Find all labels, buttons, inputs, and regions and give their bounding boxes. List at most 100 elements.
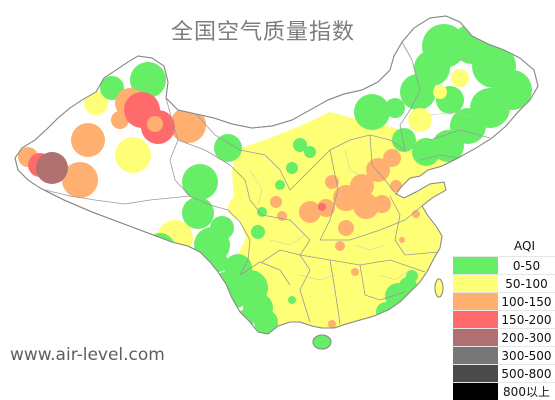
- legend-item: 800以上: [453, 382, 555, 400]
- legend-swatch: [453, 275, 498, 292]
- province-boundary: [177, 139, 263, 216]
- aqi-area: [354, 94, 390, 130]
- website-watermark: www.air-level.com: [10, 345, 165, 365]
- aqi-area: [392, 128, 416, 152]
- aqi-area: [390, 180, 402, 192]
- legend-swatch: [453, 347, 498, 364]
- aqi-area: [335, 241, 345, 251]
- province-boundaries: [44, 41, 501, 325]
- aqi-area: [234, 310, 254, 330]
- aqi-area: [170, 107, 206, 143]
- province-boundary: [419, 154, 459, 161]
- province-boundary: [289, 41, 421, 191]
- province-boundary: [389, 195, 439, 256]
- aqi-area: [115, 137, 151, 173]
- aqi-area: [210, 216, 234, 240]
- province-boundary: [320, 205, 423, 241]
- legend-label: 300-500: [501, 348, 552, 363]
- county-boundary: [429, 111, 476, 119]
- county-boundary: [379, 269, 411, 281]
- aqi-area: [313, 335, 331, 349]
- legend-item: 50-100: [453, 274, 555, 292]
- legend-item: 200-300: [453, 328, 555, 346]
- aqi-area: [433, 85, 447, 99]
- aqi-area: [414, 50, 450, 86]
- aqi-area: [71, 123, 105, 157]
- aqi-area: [408, 108, 432, 132]
- aqi-area: [304, 146, 316, 158]
- province-boundary: [239, 261, 291, 286]
- province-boundary: [261, 249, 311, 323]
- aqi-area: [399, 237, 405, 243]
- legend-label: 0-50: [512, 258, 541, 273]
- aqi-area: [257, 207, 267, 217]
- aqi-area: [288, 296, 296, 304]
- hainan-border: [312, 334, 332, 350]
- aqi-area: [182, 197, 214, 229]
- county-boundary: [354, 244, 386, 251]
- legend-item: 100-150: [453, 292, 555, 310]
- province-boundary: [44, 189, 191, 205]
- aqi-legend: AQI 0-50 50-100 100-150 150-200 200-300 …: [453, 236, 555, 400]
- province-boundary: [319, 149, 339, 241]
- aqi-area: [251, 225, 265, 239]
- aqi-area: [254, 310, 278, 334]
- legend-label: 150-200: [501, 312, 552, 327]
- aqi-area: [84, 91, 108, 115]
- legend-label: 200-300: [501, 330, 552, 345]
- legend-item: 150-200: [453, 310, 555, 328]
- aqi-area: [451, 69, 469, 87]
- aqi-area: [270, 196, 282, 208]
- province-boundary: [261, 214, 311, 256]
- county-boundary: [344, 149, 361, 176]
- province-boundary: [239, 221, 251, 276]
- legend-swatch: [453, 257, 498, 274]
- aqi-area: [373, 195, 391, 213]
- aqi-area: [338, 220, 354, 236]
- aqi-area: [62, 162, 98, 198]
- legend-title: AQI: [514, 239, 535, 253]
- aqi-areas: [18, 24, 532, 349]
- legend-label: 800以上: [503, 385, 550, 399]
- legend-item: 0-50: [453, 256, 555, 274]
- province-boundary: [329, 259, 341, 325]
- aqi-area: [351, 268, 359, 276]
- aqi-area: [432, 130, 464, 162]
- aqi-area: [406, 270, 418, 282]
- china-border: [14, 15, 539, 350]
- aqi-area: [293, 138, 307, 152]
- aqi-area: [412, 210, 420, 218]
- legend-item: 500-800: [453, 364, 555, 382]
- national-border: [14, 15, 539, 335]
- aqi-area: [130, 62, 166, 98]
- aqi-area: [275, 180, 285, 190]
- county-boundary: [249, 169, 263, 206]
- province-boundary: [359, 264, 406, 301]
- legend-swatch: [453, 329, 498, 346]
- province-boundary: [165, 97, 191, 197]
- aqi-area: [376, 302, 396, 322]
- aqi-area: [182, 164, 218, 200]
- legend-label: 50-100: [505, 276, 548, 291]
- county-boundary: [269, 234, 306, 246]
- map-title: 全国空气质量指数: [170, 20, 355, 45]
- aqi-area: [383, 149, 401, 167]
- aqi-area: [333, 185, 359, 211]
- aqi-area: [299, 201, 321, 223]
- legend-swatch: [453, 311, 498, 328]
- aqi-area: [36, 152, 68, 184]
- taiwan-border: [434, 278, 444, 298]
- aqi-area: [412, 138, 440, 166]
- aqi-area: [353, 193, 379, 219]
- legend-item: 300-500: [453, 346, 555, 364]
- aqi-area: [214, 272, 234, 292]
- legend-label: 100-150: [501, 294, 552, 309]
- province-boundary: [195, 113, 291, 191]
- legend-swatch: [453, 293, 498, 310]
- aqi-area: [325, 175, 339, 189]
- legend-swatch: [453, 365, 498, 382]
- aqi-area: [147, 116, 163, 132]
- aqi-area: [111, 111, 129, 129]
